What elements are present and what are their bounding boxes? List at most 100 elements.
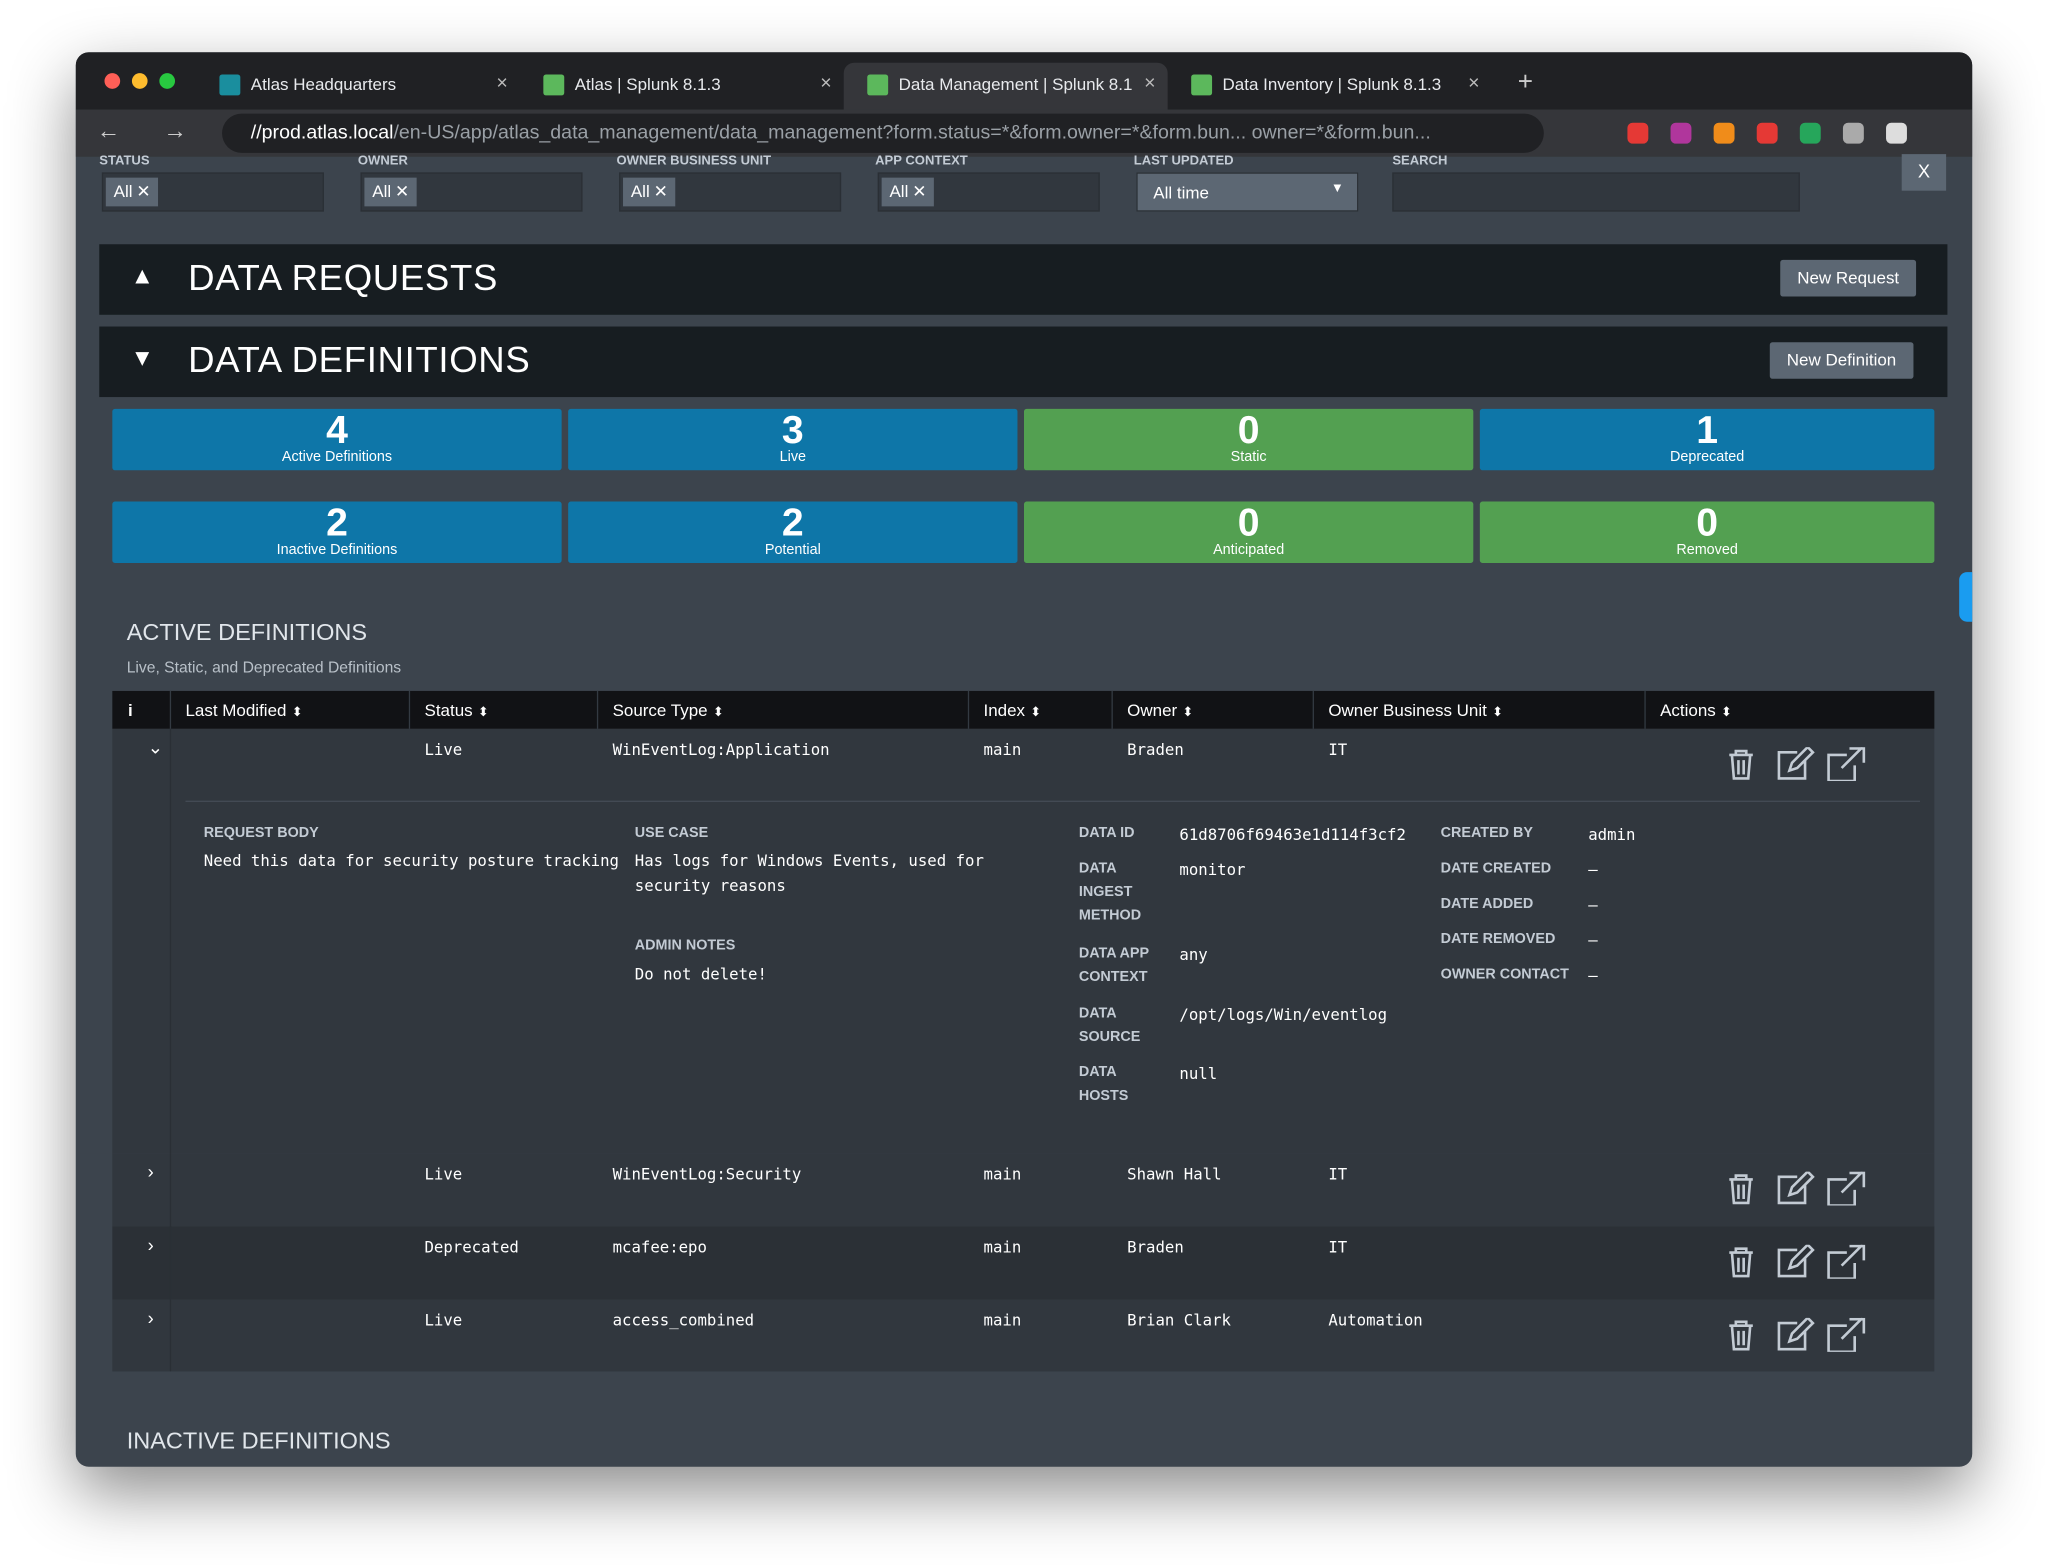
tab-title[interactable]: Atlas Headquarters bbox=[250, 74, 397, 95]
expand-toggle[interactable]: › bbox=[147, 1161, 154, 1183]
panel-header bbox=[99, 326, 1948, 398]
table-cell: IT bbox=[1328, 740, 1348, 759]
column-header-text: Actions bbox=[1660, 700, 1716, 720]
extension-icon[interactable] bbox=[1627, 122, 1649, 144]
column-header[interactable]: Owner ⬍ bbox=[1127, 700, 1193, 720]
filter-box[interactable] bbox=[1392, 172, 1800, 212]
filter-box[interactable]: All ✕ bbox=[877, 172, 1100, 212]
filter-box[interactable]: All ✕ bbox=[101, 172, 324, 212]
row-actions[interactable] bbox=[1724, 1242, 1881, 1280]
filter-chip[interactable]: All ✕ bbox=[623, 177, 676, 207]
row-divider bbox=[169, 1153, 172, 1227]
tab-close: × bbox=[820, 71, 832, 95]
meta-label: OWNER CONTACT bbox=[1440, 966, 1569, 983]
expand-toggle[interactable]: › bbox=[147, 1234, 154, 1256]
panel-button[interactable]: New Request bbox=[1780, 259, 1917, 297]
filter-chip[interactable]: All ✕ bbox=[364, 177, 418, 207]
sort-icon: ⬍ bbox=[1492, 705, 1504, 720]
stat-tile[interactable]: 3 Live bbox=[568, 408, 1018, 471]
table-cell: Brian Clark bbox=[1127, 1311, 1231, 1330]
column-header[interactable]: Actions ⬍ bbox=[1660, 700, 1732, 720]
stat-tile[interactable]: 4 Active Definitions bbox=[112, 408, 562, 471]
stat-value: 3 bbox=[781, 408, 804, 452]
extension-icon[interactable] bbox=[1670, 122, 1692, 144]
dropdown-caret: ▼ bbox=[1330, 181, 1344, 196]
filter-box[interactable]: All time ▼ bbox=[1136, 172, 1359, 212]
table-cell: main bbox=[983, 740, 1022, 759]
table-cell: main bbox=[983, 1311, 1022, 1330]
filter-box[interactable]: All ✕ bbox=[360, 172, 583, 212]
tab-icon bbox=[219, 74, 241, 96]
extension-icon[interactable] bbox=[1799, 122, 1821, 144]
filter-chip[interactable]: All ✕ bbox=[881, 177, 935, 207]
stat-tile[interactable]: 2 Potential bbox=[568, 501, 1018, 563]
header-divider bbox=[1111, 690, 1113, 729]
collapse-icon[interactable]: ▼ bbox=[130, 344, 154, 371]
stat-tile[interactable]: 0 Static bbox=[1023, 408, 1474, 471]
header-divider bbox=[1312, 690, 1314, 729]
table-cell: Live bbox=[424, 740, 463, 759]
column-header[interactable]: Owner Business Unit ⬍ bbox=[1328, 700, 1503, 720]
filter-chip[interactable]: All ✕ bbox=[105, 177, 159, 207]
stat-label: Static bbox=[1230, 449, 1267, 465]
filter-value: All bbox=[113, 181, 133, 202]
url-path: /en-US/app/atlas_data_management/data_ma… bbox=[393, 121, 1431, 144]
table-row[interactable] bbox=[112, 1226, 1935, 1300]
sort-icon: ⬍ bbox=[1182, 705, 1194, 720]
table-cell: Braden bbox=[1127, 740, 1184, 759]
row-actions[interactable] bbox=[1724, 745, 1881, 783]
filter-label: STATUS bbox=[99, 154, 150, 169]
table-cell: WinEventLog:Application bbox=[612, 740, 830, 759]
tab-title[interactable]: Data Management | Splunk 8.1 bbox=[898, 74, 1133, 95]
expand-toggle[interactable]: ⌄ bbox=[147, 736, 163, 758]
filter-box[interactable]: All ✕ bbox=[619, 172, 842, 212]
table-row[interactable] bbox=[112, 728, 1935, 1154]
column-header[interactable]: Index ⬍ bbox=[984, 700, 1042, 720]
address-bar[interactable]: //prod.atlas.local/en-US/app/atlas_data_… bbox=[222, 113, 1544, 153]
sort-icon: ⬍ bbox=[477, 705, 489, 720]
tab-close: × bbox=[496, 71, 508, 95]
tab-title[interactable]: Data Inventory | Splunk 8.1.3 bbox=[1222, 74, 1442, 95]
column-header[interactable]: Status ⬍ bbox=[424, 700, 488, 720]
close-button[interactable]: X bbox=[1901, 154, 1947, 191]
extension-icon[interactable] bbox=[1842, 122, 1864, 144]
table-cell: Braden bbox=[1127, 1238, 1184, 1257]
sort-icon: ⬍ bbox=[1720, 705, 1732, 720]
window-control[interactable] bbox=[131, 73, 148, 89]
table-row[interactable] bbox=[112, 1299, 1935, 1372]
row-actions[interactable] bbox=[1724, 1316, 1881, 1354]
extension-icon[interactable] bbox=[1713, 122, 1735, 144]
stat-label: Removed bbox=[1676, 542, 1738, 558]
expand-toggle[interactable]: › bbox=[147, 1307, 154, 1329]
field-label: DATA HOSTS bbox=[1078, 1064, 1129, 1104]
column-header[interactable]: Source Type ⬍ bbox=[613, 700, 724, 720]
stat-value: 4 bbox=[326, 408, 348, 452]
detail-label: REQUEST BODY bbox=[203, 825, 319, 842]
column-header[interactable]: Last Modified ⬍ bbox=[185, 700, 302, 720]
meta-value: – bbox=[1588, 895, 1598, 915]
new-tab[interactable]: + bbox=[1517, 67, 1533, 97]
stat-label: Active Definitions bbox=[281, 449, 393, 465]
table-cell: Live bbox=[424, 1165, 463, 1184]
stat-tile[interactable]: 2 Inactive Definitions bbox=[112, 501, 562, 563]
extension-icon[interactable] bbox=[1886, 122, 1907, 144]
table-cell: mcafee:epo bbox=[612, 1238, 707, 1257]
tab-title[interactable]: Atlas | Splunk 8.1.3 bbox=[574, 74, 721, 95]
panel-title: DATA DEFINITIONS bbox=[188, 339, 531, 381]
panel-button[interactable]: New Definition bbox=[1769, 342, 1914, 379]
section-title: INACTIVE DEFINITIONS bbox=[126, 1427, 391, 1454]
stat-tile[interactable]: 1 Deprecated bbox=[1479, 408, 1935, 471]
collapse-icon[interactable]: ▲ bbox=[130, 262, 154, 289]
stat-label: Anticipated bbox=[1213, 542, 1285, 558]
stat-tile[interactable]: 0 Removed bbox=[1479, 501, 1935, 563]
stat-value: 2 bbox=[781, 501, 804, 545]
window-control[interactable] bbox=[104, 73, 121, 89]
window-control[interactable] bbox=[159, 73, 176, 89]
meta-value: admin bbox=[1588, 825, 1636, 844]
row-actions[interactable] bbox=[1724, 1169, 1881, 1207]
table-cell: Automation bbox=[1328, 1311, 1423, 1330]
extension-icon[interactable] bbox=[1756, 122, 1778, 144]
stat-tile[interactable]: 0 Anticipated bbox=[1023, 501, 1474, 563]
column-header-text: Owner Business Unit bbox=[1328, 700, 1487, 720]
table-row[interactable] bbox=[112, 1153, 1935, 1227]
